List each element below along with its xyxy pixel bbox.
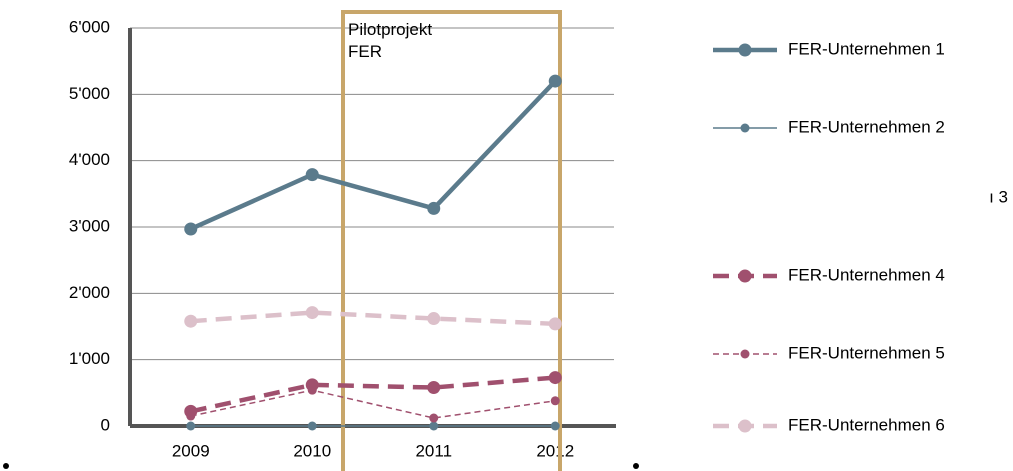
x-tick-label: 2009 bbox=[172, 441, 210, 460]
point bbox=[429, 413, 439, 423]
y-tick-label: 6'000 bbox=[69, 17, 110, 36]
legend-label: FER-Unternehmen 2 bbox=[788, 117, 945, 136]
point bbox=[429, 421, 439, 431]
point bbox=[548, 317, 562, 331]
point bbox=[305, 168, 319, 182]
point bbox=[307, 385, 317, 395]
point bbox=[427, 312, 441, 326]
bullet bbox=[633, 463, 639, 469]
point bbox=[550, 396, 560, 406]
point bbox=[548, 74, 562, 88]
point bbox=[427, 381, 441, 395]
point bbox=[184, 222, 198, 236]
legend-label: FER-Unternehmen 6 bbox=[788, 415, 945, 434]
series-line bbox=[190, 375, 556, 414]
annotation-line: FER bbox=[348, 42, 382, 61]
x-tick-label: 2010 bbox=[293, 441, 331, 460]
annotation: Pilotprojekt FER bbox=[348, 20, 432, 61]
y-tick-label: 0 bbox=[101, 415, 110, 434]
y-tick-label: 4'000 bbox=[69, 150, 110, 169]
legend-marker bbox=[738, 269, 752, 283]
legend-marker bbox=[738, 419, 752, 433]
point bbox=[184, 314, 198, 328]
legend-marker bbox=[738, 43, 752, 57]
point bbox=[548, 371, 562, 385]
annotation-line: Pilotprojekt bbox=[348, 20, 432, 39]
y-tick-label: 3'000 bbox=[69, 216, 110, 235]
legend-marker bbox=[740, 123, 750, 133]
bullet bbox=[3, 463, 9, 469]
point bbox=[307, 421, 317, 431]
y-tick-label: 5'000 bbox=[69, 84, 110, 103]
legend-label: FER-Unternehmen 4 bbox=[788, 265, 945, 284]
x-tick-label: 2012 bbox=[536, 441, 574, 460]
series-line bbox=[190, 310, 556, 327]
point bbox=[427, 201, 441, 215]
point bbox=[186, 421, 196, 431]
point bbox=[186, 411, 196, 421]
series-line bbox=[190, 389, 556, 419]
legend-label: FER-Unternehmen 1 bbox=[788, 39, 945, 58]
point bbox=[305, 306, 319, 320]
y-tick-label: 2'000 bbox=[69, 283, 110, 302]
series-line bbox=[189, 79, 557, 232]
x-tick-label: 2011 bbox=[415, 441, 452, 460]
legend-label: FER-Unternehmen 5 bbox=[788, 343, 945, 362]
point bbox=[550, 421, 560, 431]
annotation-box bbox=[341, 10, 562, 471]
legend-marker bbox=[740, 349, 750, 359]
y-tick-label: 1'000 bbox=[69, 349, 110, 368]
legend-label: ı 3 bbox=[989, 187, 1008, 206]
